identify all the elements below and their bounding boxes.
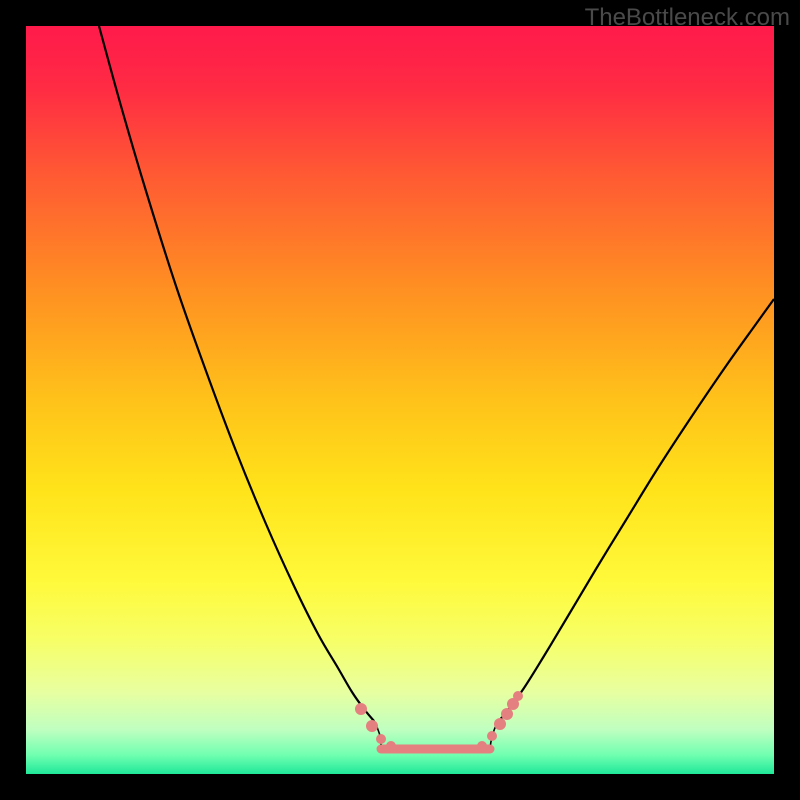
- watermark-text: TheBottleneck.com: [585, 4, 790, 32]
- chart-frame: TheBottleneck.com: [0, 0, 800, 800]
- plot-area: [26, 26, 774, 774]
